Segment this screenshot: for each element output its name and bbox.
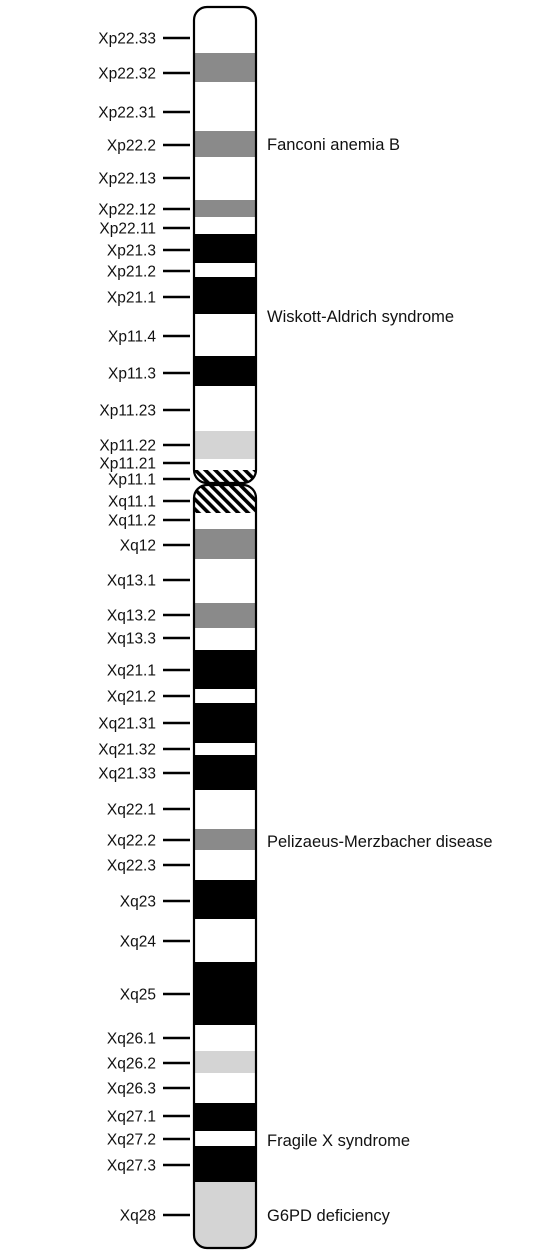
band-label: Xq11.2	[108, 513, 156, 530]
q-arm-outline	[192, 483, 258, 1250]
band-label: Xp22.31	[98, 105, 156, 122]
band-label: Xq24	[120, 934, 157, 951]
band-label: Xq21.1	[107, 663, 156, 680]
band-label: Xq26.3	[107, 1081, 156, 1098]
band-xq21-1	[194, 650, 256, 689]
band-xq13-2	[194, 603, 256, 628]
disease-label-g6pd-deficiency: G6PD deficiency	[267, 1207, 391, 1225]
band-label: Xq13.1	[107, 573, 156, 590]
band-labels: Xp22.33 Xp22.32 Xp22.31 Xp22.2 Xp22.13 Xp22.1…	[98, 31, 156, 1225]
band-xp22-2	[194, 131, 256, 157]
band-label: Xp11.23	[99, 403, 156, 420]
band-label: Xq11.1	[108, 494, 156, 511]
band-xq21-2	[194, 689, 256, 703]
band-xp22-13	[194, 157, 256, 200]
band-label: Xq21.33	[98, 766, 156, 783]
band-label: Xp11.1	[108, 472, 156, 489]
band-label: Xq22.1	[107, 802, 156, 819]
band-xq26-3	[194, 1073, 256, 1103]
disease-label-fanconi-anemia-b: Fanconi anemia B	[267, 136, 400, 154]
band-label: Xq13.2	[107, 608, 156, 625]
band-label: Xp11.21	[99, 456, 156, 473]
band-label: Xp22.33	[98, 31, 156, 48]
band-xq26-2	[194, 1051, 256, 1073]
disease-label-pelizaeus-merzbacher-disease: Pelizaeus-Merzbacher disease	[267, 833, 493, 851]
band-label: Xq27.1	[107, 1109, 156, 1126]
band-label: Xq26.1	[107, 1031, 156, 1048]
band-label: Xp21.3	[107, 243, 156, 260]
band-label: Xp22.13	[98, 171, 156, 188]
band-label: Xp21.1	[107, 290, 156, 307]
band-xp22-31	[194, 82, 256, 131]
band-xq11-2	[194, 513, 256, 529]
band-label: Xq23	[120, 894, 156, 911]
band-label: Xq28	[120, 1208, 156, 1225]
disease-label-fragile-x-syndrome: Fragile X syndrome	[267, 1132, 410, 1150]
band-xp21-1	[194, 277, 256, 314]
band-label: Xp22.2	[107, 138, 156, 155]
band-xq25	[194, 962, 256, 1025]
band-xp22-32	[194, 53, 256, 82]
band-xq21-33	[194, 755, 256, 790]
band-xp11-1	[194, 470, 256, 483]
band-label: Xq27.2	[107, 1132, 156, 1149]
band-label: Xp11.4	[108, 329, 156, 346]
band-xp11-4	[194, 314, 256, 356]
band-label: Xp22.12	[98, 202, 156, 219]
band-label: Xq22.2	[107, 833, 156, 850]
band-label: Xq25	[120, 987, 156, 1004]
disease-label-wiskott-aldrich-syndrome: Wiskott-Aldrich syndrome	[267, 308, 454, 326]
band-label: Xq22.3	[107, 858, 156, 875]
band-label: Xq12	[120, 538, 156, 555]
band-label: Xp11.22	[99, 438, 156, 455]
band-xp21-2	[194, 263, 256, 277]
band-label: Xq27.3	[107, 1158, 156, 1175]
band-xp11-23	[194, 386, 256, 431]
band-ticks	[163, 36, 190, 1217]
band-xp22-12	[194, 200, 256, 217]
band-xq26-1	[194, 1025, 256, 1051]
band-label: Xp22.11	[99, 221, 156, 238]
band-xq22-1	[194, 790, 256, 829]
band-label: Xq26.2	[107, 1056, 156, 1073]
band-label: Xq21.32	[98, 742, 156, 759]
band-xp21-3	[194, 234, 256, 263]
band-xq21-31	[194, 703, 256, 743]
p-arm	[194, 7, 256, 483]
band-xq27-3	[194, 1146, 256, 1182]
band-xq24	[194, 919, 256, 962]
band-xq22-3	[194, 850, 256, 880]
band-label: Xq13.3	[107, 631, 156, 648]
disease-labels: Fanconi anemia B Wiskott-Aldrich syndrome…	[267, 136, 493, 1225]
band-label: Xp21.2	[107, 264, 156, 281]
band-xp11-3	[194, 356, 256, 386]
q-arm	[194, 485, 256, 1248]
band-label: Xp22.32	[98, 66, 156, 83]
band-xq28	[194, 1182, 256, 1248]
band-xp11-21	[194, 459, 256, 470]
band-xq13-3	[194, 628, 256, 650]
band-xq12	[194, 529, 256, 559]
band-xq27-1	[194, 1103, 256, 1131]
band-label: Xq21.31	[98, 716, 156, 733]
band-xq13-1	[194, 559, 256, 603]
band-xq22-2	[194, 829, 256, 850]
band-label: Xq21.2	[107, 689, 156, 706]
band-xq23	[194, 880, 256, 919]
band-xq21-32	[194, 743, 256, 755]
band-label: Xp11.3	[108, 366, 156, 383]
band-xp22-11	[194, 217, 256, 234]
p-arm-outline	[192, 5, 258, 485]
band-xq27-2	[194, 1131, 256, 1146]
band-xp22-33	[194, 7, 256, 53]
band-xq11-1	[194, 485, 256, 513]
band-xp11-22	[194, 431, 256, 459]
